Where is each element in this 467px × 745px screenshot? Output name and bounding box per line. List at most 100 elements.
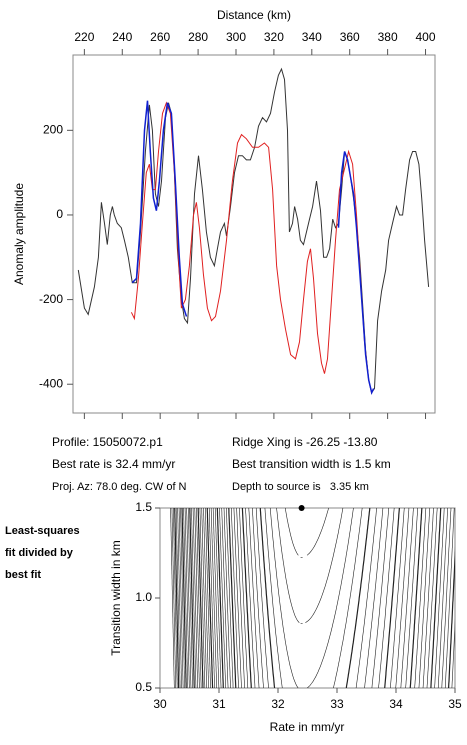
contour-line: [248, 508, 260, 688]
contour-line: [259, 508, 276, 688]
contour-line: [276, 508, 300, 623]
contour-line: [285, 508, 299, 556]
contour-line: [239, 508, 249, 688]
annotation: Proj. Az: 78.0 deg. CW of N: [52, 481, 187, 493]
x-tick-label: 360: [340, 30, 360, 44]
contour-line: [210, 508, 217, 688]
contour-line: [194, 508, 200, 688]
contour-line: [441, 508, 452, 688]
contour-line: [199, 508, 206, 688]
plot-frame: [72, 54, 436, 414]
contour-line: [191, 508, 197, 688]
x-tick-label: 31: [212, 697, 226, 711]
contour-line: [221, 508, 229, 688]
annotation: Ridge Xing is -26.25 -13.80: [232, 435, 378, 449]
contour-line: [395, 508, 410, 688]
contour-line: [233, 508, 242, 688]
x-tick-label: 30: [153, 697, 167, 711]
contour-line: [454, 685, 455, 688]
y-tick-label: 1.0: [135, 590, 152, 604]
annotation: Depth to source is 3.35 km: [232, 481, 369, 493]
contour-line: [241, 508, 252, 688]
contour-line: [196, 508, 202, 688]
contour-line: [448, 546, 455, 688]
contour-line: [264, 508, 283, 688]
contour-line: [405, 508, 418, 688]
contour-line: [171, 508, 176, 688]
x-axis-title: Rate in mm/yr: [270, 720, 345, 734]
y-tick-label: 200: [43, 122, 63, 136]
y-tick-label: 0.5: [135, 680, 152, 694]
contour-line: [422, 508, 434, 688]
contour-line: [186, 508, 192, 688]
contour-line: [409, 508, 423, 688]
contour-line: [434, 508, 445, 688]
contour-line: [371, 508, 389, 688]
x-tick-label: 240: [112, 30, 132, 44]
contour-line: [236, 508, 245, 688]
contour-line: [181, 508, 187, 688]
contour-line: [384, 508, 400, 688]
contour-line: [187, 508, 193, 688]
contour-line: [192, 508, 198, 688]
x-axis-title: Distance (km): [217, 8, 291, 22]
y-tick-label: -200: [39, 292, 63, 306]
contour-line: [458, 508, 466, 688]
contour-line: [216, 508, 224, 688]
x-tick-label: 33: [330, 697, 344, 711]
contour-line: [228, 508, 237, 688]
y-axis-title: Anomaly amplitude: [12, 183, 26, 285]
x-tick-label: 340: [302, 30, 322, 44]
contour-line: [174, 508, 180, 688]
contour-line: [183, 508, 189, 688]
x-tick-label: 280: [188, 30, 208, 44]
contour-line: [180, 508, 185, 688]
x-tick-label: 260: [150, 30, 170, 44]
contour-line: [364, 508, 384, 688]
y-tick-label: 1.5: [135, 500, 152, 514]
data-line: [130, 101, 375, 395]
contour-line: [307, 508, 354, 688]
x-tick-label: 32: [271, 697, 285, 711]
annotation: Best rate is 32.4 mm/yr: [52, 457, 175, 471]
best-fit-point: [298, 505, 305, 511]
contour-line: [461, 508, 467, 688]
x-tick-label: 400: [416, 30, 436, 44]
contour-line: [252, 508, 264, 688]
contour-line: [178, 508, 184, 688]
data-line: [77, 67, 430, 394]
contour-line: [426, 508, 438, 688]
contour-line: [333, 508, 363, 688]
contour-line: [212, 508, 220, 688]
contour-line: [175, 508, 181, 688]
contour-line: [305, 508, 344, 624]
x-tick-label: 380: [378, 30, 398, 44]
contour-line: [223, 508, 231, 688]
contour-line: [206, 508, 214, 688]
contour-line: [184, 508, 190, 688]
x-tick-label: 220: [74, 30, 94, 44]
contour-line: [437, 508, 448, 688]
contour-line: [400, 508, 414, 688]
y-tick-label: -400: [39, 376, 63, 390]
contour-line: [205, 508, 211, 688]
contour-line: [197, 508, 204, 688]
contour-line: [269, 508, 299, 688]
contour-line: [245, 508, 256, 688]
y-axis-title: Transition width in km: [109, 540, 123, 656]
y-tick-label: 0: [56, 207, 63, 221]
contour-line: [170, 508, 175, 688]
contour-line: [203, 508, 209, 688]
contour-line: [306, 508, 329, 556]
contour-line: [430, 508, 442, 688]
x-tick-label: 300: [226, 30, 246, 44]
contour-line: [208, 508, 215, 688]
annotation: Profile: 15050072.p1: [52, 435, 163, 449]
contour-line: [451, 618, 455, 688]
contour-line: [173, 508, 178, 688]
contour-line: [345, 508, 371, 688]
contour-line: [189, 508, 195, 688]
contour-line: [378, 508, 395, 688]
contour-line: [355, 508, 377, 688]
